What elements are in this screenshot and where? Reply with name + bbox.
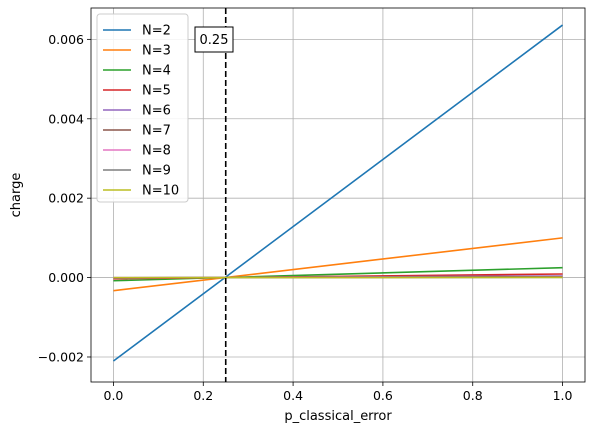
legend-label: N=2 bbox=[142, 24, 171, 39]
x-tick-label: 0.4 bbox=[283, 388, 303, 403]
x-tick-label: 0.6 bbox=[373, 388, 393, 403]
y-axis: −0.002 0.000 0.002 0.004 0.006 bbox=[38, 32, 91, 364]
series-lines bbox=[112, 24, 564, 362]
y-tick-label: 0.006 bbox=[48, 32, 84, 47]
legend-label: N=4 bbox=[142, 64, 171, 79]
threshold-annotation-label: 0.25 bbox=[200, 33, 229, 48]
series-line-n-2 bbox=[112, 24, 564, 362]
legend-label: N=3 bbox=[142, 44, 171, 59]
x-tick-label: 0.0 bbox=[104, 388, 124, 403]
x-tick-label: 0.8 bbox=[463, 388, 483, 403]
legend-label: N=9 bbox=[142, 164, 171, 179]
legend-label: N=5 bbox=[142, 84, 171, 99]
plot-frame bbox=[90, 7, 586, 383]
legend-box bbox=[96, 13, 189, 203]
legend-label: N=10 bbox=[142, 184, 179, 199]
legend-label: N=7 bbox=[142, 124, 171, 139]
x-axis-label: p_classical_error bbox=[284, 409, 392, 424]
legend-label: N=8 bbox=[142, 144, 171, 159]
legend: N=2 N=3 N=4 N=5 N=6 N=7 N=8 N=9 N=10 bbox=[96, 13, 189, 203]
y-tick-label: 0.004 bbox=[48, 111, 84, 126]
legend-label: N=6 bbox=[142, 104, 171, 119]
threshold-annotation-box bbox=[194, 26, 234, 53]
y-tick-label: −0.002 bbox=[38, 349, 84, 364]
x-tick-label: 0.2 bbox=[193, 388, 213, 403]
y-tick-label: 0.000 bbox=[48, 270, 84, 285]
series-line-n-3 bbox=[113, 237, 563, 292]
x-tick-label: 1.0 bbox=[553, 388, 573, 403]
x-axis: 0.0 0.2 0.4 0.6 0.8 1.0 bbox=[104, 382, 573, 403]
y-tick-label: 0.002 bbox=[48, 191, 84, 206]
y-axis-label: charge bbox=[9, 173, 24, 218]
threshold-annotation: 0.25 bbox=[194, 26, 234, 53]
